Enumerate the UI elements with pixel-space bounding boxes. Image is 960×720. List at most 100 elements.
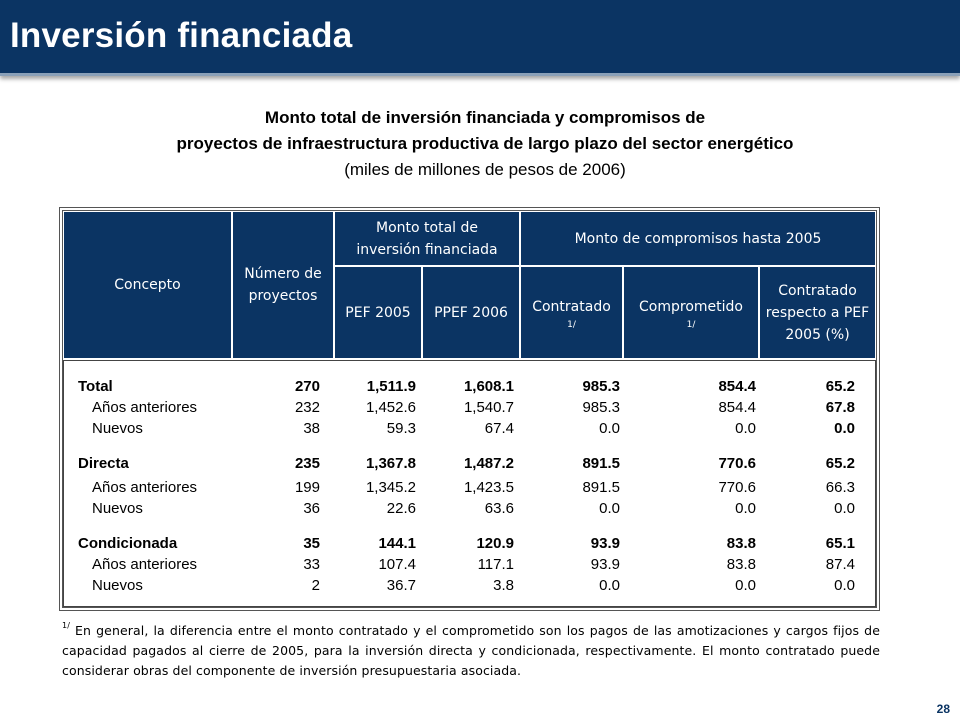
- page-title: Inversión financiada: [10, 16, 353, 55]
- row-pct: 66.3: [825, 479, 855, 496]
- row-comprometido: 0.0: [735, 500, 756, 517]
- row-numero: 270: [294, 378, 320, 395]
- row-contratado: 93.9: [590, 535, 620, 552]
- header-pef2005-label: PEF 2005: [345, 304, 411, 321]
- row-numero: 35: [303, 535, 320, 552]
- row-comprometido: 770.6: [718, 455, 756, 472]
- row-comprometido: 0.0: [735, 577, 756, 594]
- row-concepto: Total: [78, 378, 113, 395]
- row-ppef2006: 3.8: [493, 577, 514, 594]
- row-ppef2006: 1,540.7: [463, 399, 514, 416]
- row-contratado: 93.9: [590, 556, 620, 573]
- row-ppef2006: 1,608.1: [463, 378, 514, 395]
- table-row: Años anteriores 33 107.4 117.1 93.9 83.8…: [64, 556, 875, 576]
- row-concepto: Años anteriores: [92, 479, 198, 496]
- row-pct: 87.4: [825, 556, 855, 573]
- row-ppef2006: 117.1: [477, 556, 514, 573]
- header-contratado-note: 1/: [567, 319, 576, 330]
- row-concepto: Nuevos: [92, 420, 143, 437]
- header-comprometido: Comprometido 1/: [624, 267, 758, 358]
- row-pef2005: 22.6: [386, 500, 416, 517]
- table-outer-frame: [59, 207, 880, 611]
- row-pef2005: 59.3: [386, 420, 416, 437]
- row-contratado: 891.5: [582, 479, 620, 496]
- footnote-text: En general, la diferencia entre el monto…: [62, 623, 880, 678]
- row-contratado: 0.0: [599, 577, 620, 594]
- footnote: 1/ En general, la diferencia entre el mo…: [62, 621, 880, 681]
- row-contratado: 891.5: [582, 455, 620, 472]
- header-concepto-label: Concepto: [114, 277, 181, 293]
- header-monto-total-label: Monto total de inversión financiada: [356, 219, 498, 258]
- row-comprometido: 854.4: [718, 378, 756, 395]
- row-contratado: 985.3: [582, 378, 620, 395]
- header-ppef2006-label: PPEF 2006: [434, 304, 508, 321]
- row-concepto: Condicionada: [78, 535, 178, 552]
- table-row: Años anteriores 232 1,452.6 1,540.7 985.…: [64, 399, 875, 419]
- row-concepto: Años anteriores: [92, 556, 198, 573]
- table-inner-frame: [62, 210, 877, 608]
- header-contratado-pct-label: Contratado respecto a PEF 2005 (%): [765, 282, 870, 343]
- row-pct: 0.0: [834, 577, 855, 594]
- row-ppef2006: 63.6: [484, 500, 514, 517]
- row-ppef2006: 1,423.5: [463, 479, 514, 496]
- row-numero: 235: [294, 455, 320, 472]
- row-pct: 65.1: [825, 535, 855, 552]
- row-pct: 0.0: [834, 420, 855, 437]
- header-comprometido-note: 1/: [686, 319, 696, 330]
- header-numero-label: Número de proyectos: [244, 266, 322, 304]
- row-numero: 199: [294, 479, 320, 496]
- table-row: Nuevos 36 22.6 63.6 0.0 0.0 0.0: [64, 500, 875, 520]
- row-numero: 36: [303, 500, 320, 517]
- row-pef2005: 1,367.8: [365, 455, 416, 472]
- header-comprometido-label: Comprometido: [639, 298, 743, 315]
- row-ppef2006: 120.9: [476, 535, 514, 552]
- footnote-marker: 1/: [62, 621, 70, 630]
- table-title-line2: proyectos de infraestructura productiva …: [176, 134, 794, 153]
- row-pct: 67.8: [825, 399, 855, 416]
- header-monto-compromisos-label: Monto de compromisos hasta 2005: [574, 230, 822, 247]
- row-pef2005: 144.1: [378, 535, 416, 552]
- header-concepto: Concepto: [64, 212, 231, 358]
- row-concepto: Años anteriores: [92, 399, 198, 416]
- row-pef2005: 107.4: [378, 556, 416, 573]
- table-row: Total 270 1,511.9 1,608.1 985.3 854.4 65…: [64, 378, 875, 398]
- row-pct: 65.2: [825, 378, 855, 395]
- row-concepto: Nuevos: [92, 577, 143, 594]
- row-pef2005: 1,452.6: [365, 399, 416, 416]
- row-ppef2006: 67.4: [484, 420, 514, 437]
- row-ppef2006: 1,487.2: [463, 455, 514, 472]
- title-bar: Inversión financiada: [0, 0, 960, 76]
- header-ppef2006: PPEF 2006: [423, 267, 519, 358]
- row-numero: 2: [311, 577, 320, 594]
- header-contratado: Contratado 1/: [521, 267, 622, 358]
- row-pct: 65.2: [825, 455, 855, 472]
- table-units: (miles de millones de pesos de 2006): [344, 160, 626, 179]
- row-contratado: 985.3: [582, 399, 620, 416]
- table-title-line1: Monto total de inversión financiada y co…: [264, 108, 706, 127]
- row-pef2005: 1,345.2: [365, 479, 416, 496]
- row-pef2005: 36.7: [386, 577, 416, 594]
- row-numero: 38: [303, 420, 320, 437]
- row-pef2005: 1,511.9: [366, 378, 416, 395]
- header-monto-total: Monto total de inversión financiada: [335, 212, 519, 265]
- table-row: Años anteriores 199 1,345.2 1,423.5 891.…: [64, 479, 875, 499]
- page-number: 28: [936, 702, 950, 716]
- row-numero: 33: [303, 556, 320, 573]
- row-concepto: Nuevos: [92, 500, 143, 517]
- table-row: Nuevos 38 59.3 67.4 0.0 0.0 0.0: [64, 420, 875, 440]
- table-row: Condicionada 35 144.1 120.9 93.9 83.8 65…: [64, 535, 875, 555]
- row-concepto: Directa: [78, 455, 129, 472]
- header-monto-compromisos: Monto de compromisos hasta 2005: [521, 212, 875, 265]
- row-contratado: 0.0: [599, 420, 620, 437]
- header-contratado-pct: Contratado respecto a PEF 2005 (%): [760, 267, 875, 358]
- row-comprometido: 854.4: [718, 399, 756, 416]
- header-pef2005: PEF 2005: [335, 267, 421, 358]
- table-body: [63, 360, 876, 607]
- header-contratado-label: Contratado: [532, 298, 611, 315]
- row-pct: 0.0: [834, 500, 855, 517]
- row-comprometido: 0.0: [735, 420, 756, 437]
- row-numero: 232: [294, 399, 320, 416]
- row-comprometido: 83.8: [726, 556, 756, 573]
- header-numero: Número de proyectos: [233, 212, 333, 358]
- table-row: Nuevos 2 36.7 3.8 0.0 0.0 0.0: [64, 577, 875, 597]
